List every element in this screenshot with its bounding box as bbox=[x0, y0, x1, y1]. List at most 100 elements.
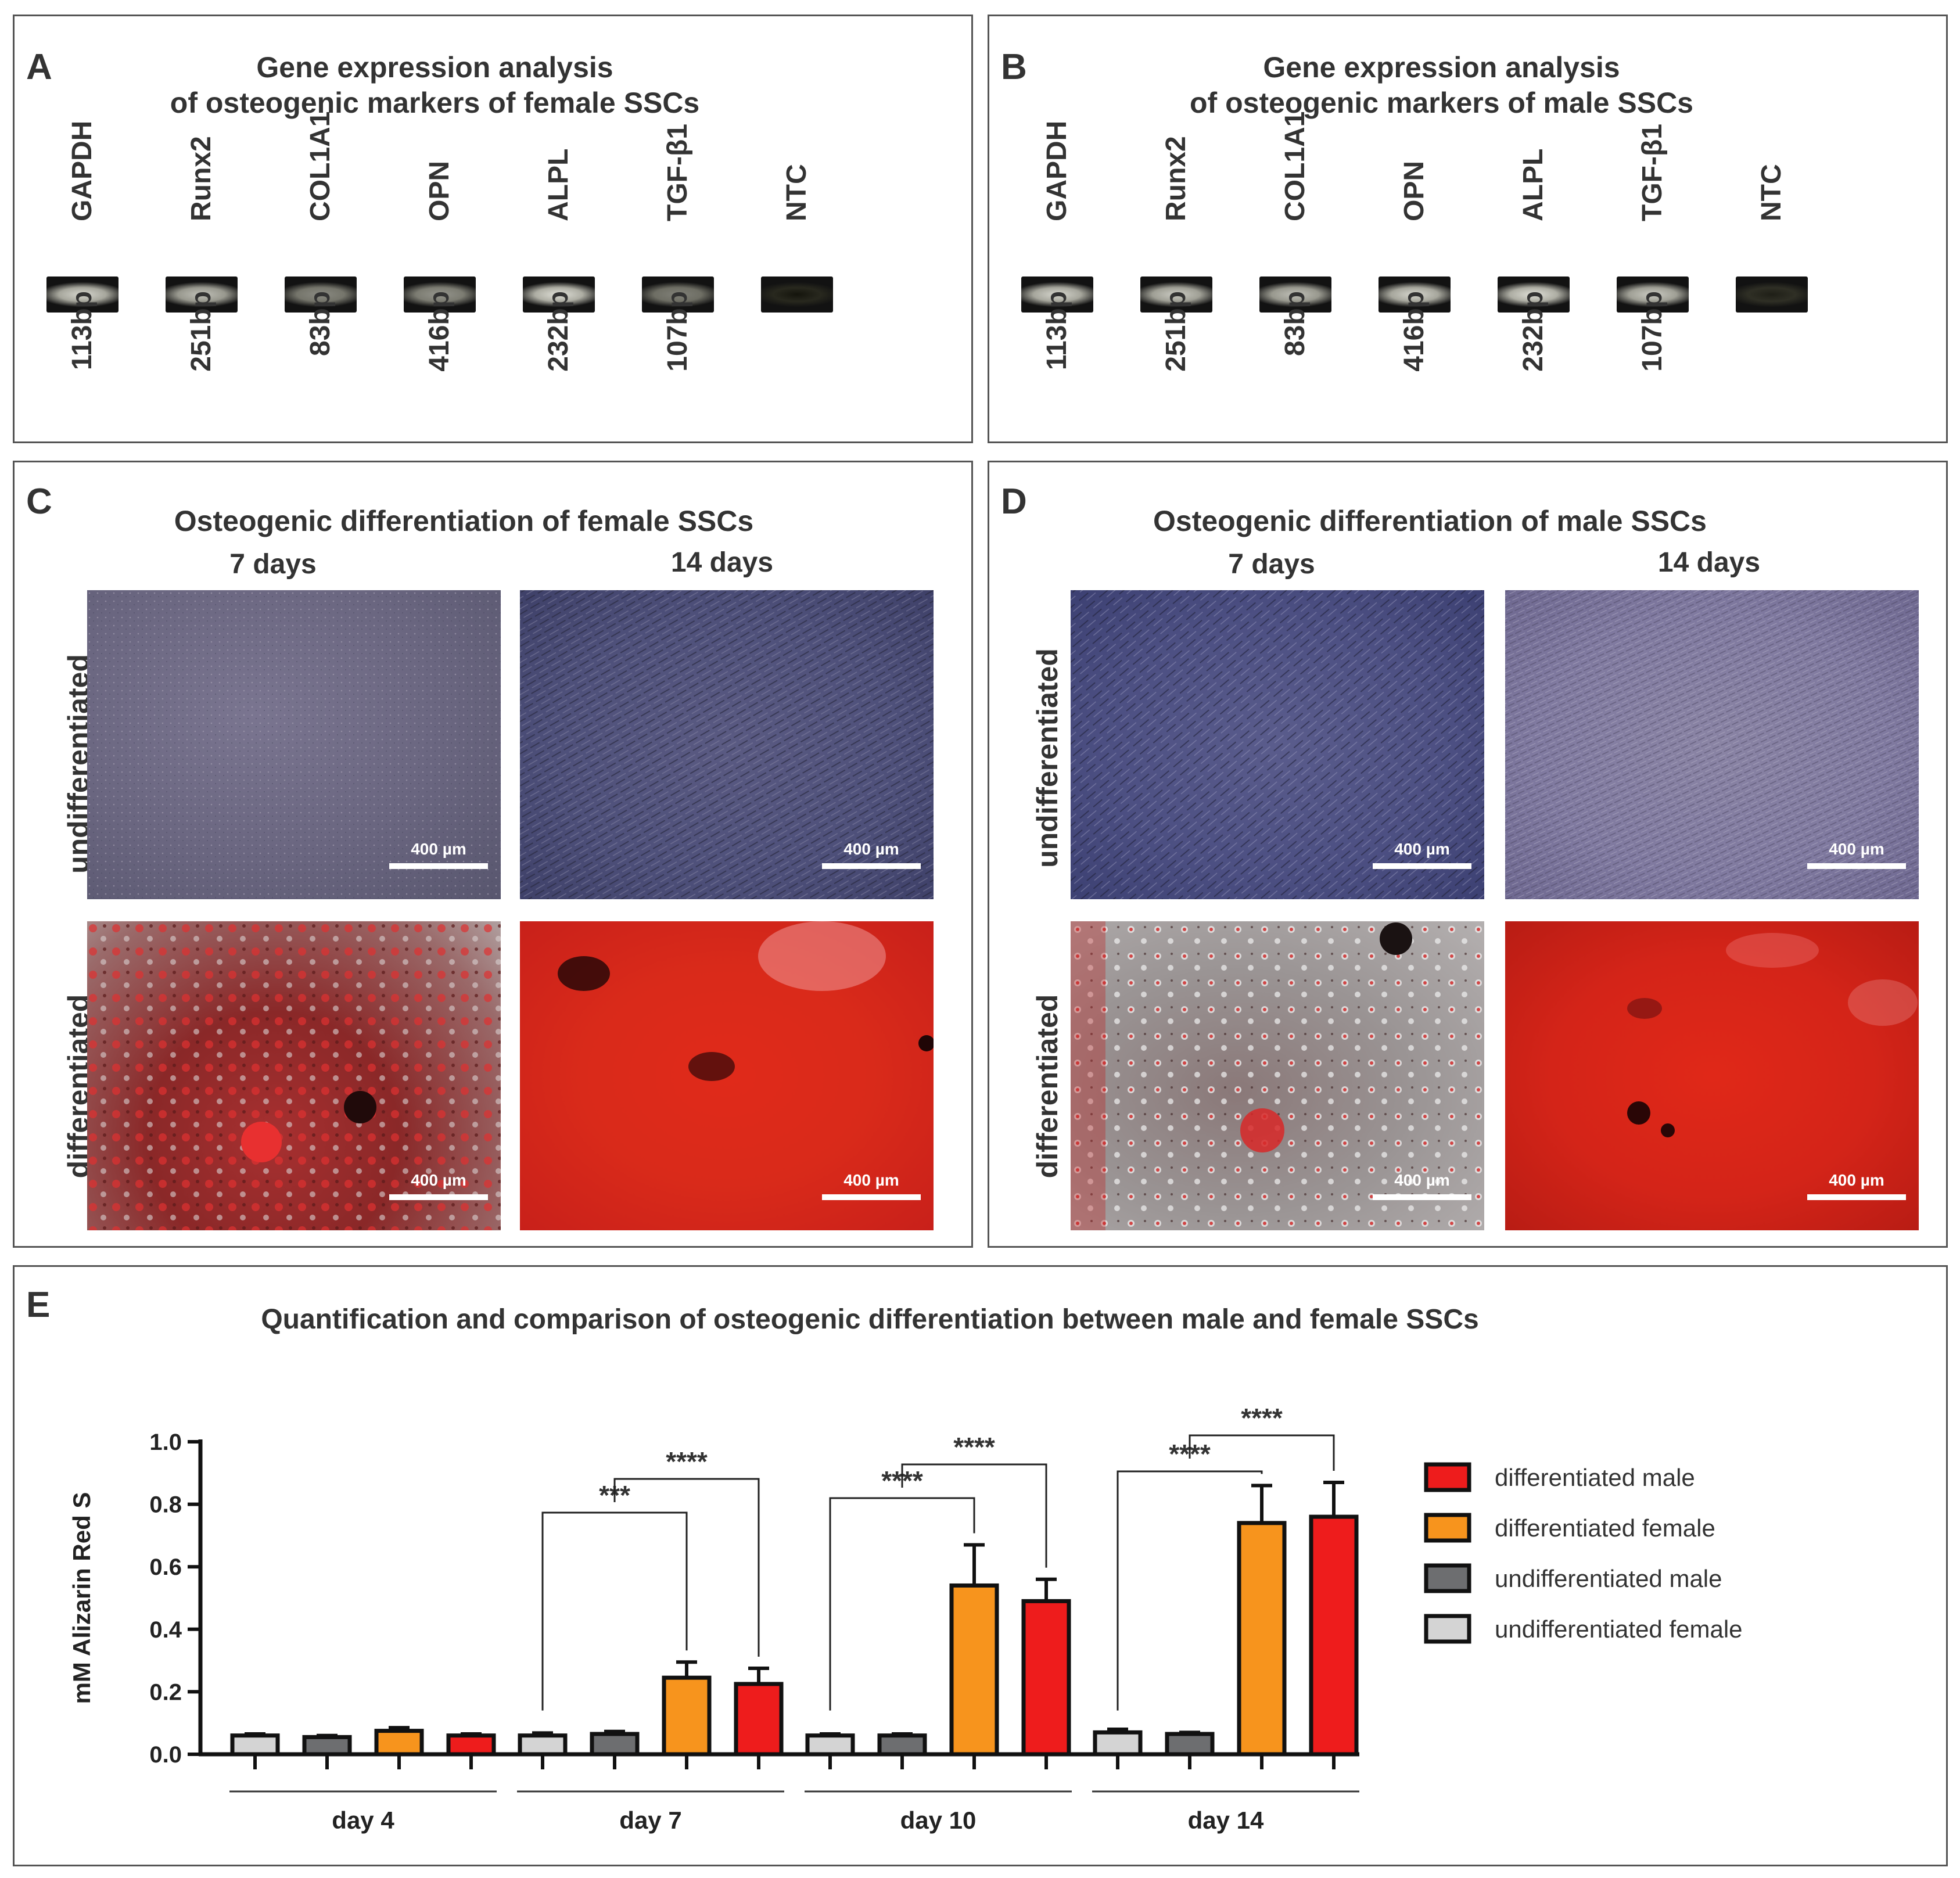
scale-bar bbox=[1807, 1194, 1906, 1200]
gel-size-label: 107bp bbox=[1637, 291, 1668, 372]
gel-gene-label: OPN bbox=[424, 160, 455, 221]
legend-swatch bbox=[1424, 1513, 1471, 1543]
panel-c-col1: 7 days bbox=[229, 549, 317, 580]
gel-band bbox=[46, 277, 119, 313]
panel-e: E Quantification and comparison of osteo… bbox=[13, 1265, 1948, 1866]
gel-size-label: 251bp bbox=[1161, 291, 1191, 372]
gel-band bbox=[1021, 277, 1093, 313]
panel-b-title-line1: Gene expression analysis bbox=[1263, 51, 1620, 84]
bar bbox=[1309, 1514, 1359, 1757]
x-category-label: day 7 bbox=[619, 1807, 681, 1834]
micrograph-female-undiff-14d: 400 µm bbox=[520, 590, 934, 899]
significance-bracket bbox=[829, 1497, 975, 1711]
gel-size-label: 113bp bbox=[1042, 291, 1072, 371]
bar bbox=[518, 1733, 568, 1757]
scale-label: 400 µm bbox=[411, 1171, 466, 1189]
micrograph-female-undiff-7d: 400 µm bbox=[87, 590, 501, 899]
gel-band bbox=[1617, 277, 1689, 313]
gel-gene-label: TGF-β1 bbox=[662, 124, 693, 221]
bar bbox=[590, 1732, 640, 1757]
panel-a-letter: A bbox=[26, 47, 52, 87]
legend-label: undifferentiated female bbox=[1495, 1615, 1743, 1643]
gel-band bbox=[166, 277, 238, 313]
panel-d-col2: 14 days bbox=[1657, 547, 1761, 578]
panel-e-title: Quantification and comparison of osteoge… bbox=[261, 1304, 1479, 1335]
micrograph-male-diff-14d: 400 µm bbox=[1505, 921, 1919, 1230]
panel-a: A Gene expression analysis of osteogenic… bbox=[13, 15, 973, 443]
bar bbox=[877, 1733, 927, 1757]
x-category-label: day 14 bbox=[1188, 1807, 1264, 1834]
gel-gene-label: COL1A1 bbox=[1280, 111, 1311, 221]
panel-b-letter: B bbox=[1001, 47, 1027, 87]
panel-c-title: Osteogenic differentiation of female SSC… bbox=[174, 505, 754, 537]
y-tick-label: 0.4 bbox=[149, 1617, 182, 1643]
scale-label: 400 µm bbox=[843, 840, 899, 858]
legend-swatch bbox=[1424, 1614, 1471, 1644]
gel-size-label: 416bp bbox=[1399, 291, 1430, 372]
gel-gene-label: ALPL bbox=[1518, 148, 1549, 221]
significance-label: **** bbox=[1241, 1403, 1283, 1433]
panel-d: D Osteogenic differentiation of male SSC… bbox=[988, 461, 1948, 1248]
gel-gene-label: COL1A1 bbox=[305, 111, 336, 221]
legend-swatch bbox=[1424, 1462, 1471, 1492]
gel-size-label: 232bp bbox=[1518, 291, 1549, 372]
gel-size-label: 416bp bbox=[424, 291, 455, 372]
gel-gene-label: ALPL bbox=[543, 148, 574, 221]
significance-bracket bbox=[541, 1511, 688, 1711]
gel-size-label: 107bp bbox=[662, 291, 693, 372]
panel-c: C Osteogenic differentiation of female S… bbox=[13, 461, 973, 1248]
panel-d-row2: differentiated bbox=[1031, 994, 1064, 1179]
bar bbox=[1165, 1732, 1215, 1757]
gel-gene-label: GAPDH bbox=[1042, 120, 1072, 221]
bar bbox=[1021, 1599, 1071, 1757]
bar-chart: 0.0 0.2 0.4 0.6 0.8 1.0 mM Alizarin Red S day 4… bbox=[68, 1403, 1743, 1834]
gel-band bbox=[404, 277, 476, 313]
panel-a-title-line1: Gene expression analysis bbox=[256, 51, 613, 84]
scale-label: 400 µm bbox=[1829, 1171, 1884, 1189]
gel-band bbox=[642, 277, 714, 313]
gel-band bbox=[1259, 277, 1331, 313]
scale-bar bbox=[822, 1194, 921, 1200]
gel-band bbox=[1736, 277, 1808, 313]
bar bbox=[302, 1735, 352, 1757]
gel-gene-label: GAPDH bbox=[67, 120, 98, 221]
micrograph-female-diff-7d: 400 µm bbox=[87, 921, 501, 1230]
bar bbox=[1237, 1521, 1287, 1757]
scale-bar bbox=[1373, 1194, 1471, 1200]
gel-gene-label: NTC bbox=[1756, 164, 1787, 221]
gel-band bbox=[523, 277, 595, 313]
panel-d-col1: 7 days bbox=[1228, 549, 1315, 580]
gel-size-label: 83bp bbox=[305, 291, 336, 357]
y-tick-label: 0.2 bbox=[149, 1679, 182, 1705]
legend-label: undifferentiated male bbox=[1495, 1565, 1722, 1592]
gel-gene-label: TGF-β1 bbox=[1637, 124, 1668, 221]
micrograph-female-diff-14d: 400 µm bbox=[520, 921, 934, 1230]
gel-size-label: 83bp bbox=[1280, 291, 1311, 357]
significance-bracket bbox=[1117, 1470, 1263, 1711]
scale-bar bbox=[389, 863, 488, 869]
x-category-label: day 4 bbox=[332, 1807, 394, 1834]
bar bbox=[1093, 1730, 1143, 1757]
micrograph-male-undiff-7d: 400 µm bbox=[1071, 590, 1484, 899]
significance-label: **** bbox=[953, 1432, 995, 1462]
bar bbox=[949, 1583, 999, 1757]
scale-label: 400 µm bbox=[843, 1171, 899, 1189]
panel-b: B Gene expression analysis of osteogenic… bbox=[988, 15, 1948, 443]
gel-size-label: 113bp bbox=[67, 291, 98, 371]
gel-band bbox=[1379, 277, 1451, 313]
legend-label: differentiated male bbox=[1495, 1464, 1695, 1491]
panel-c-letter: C bbox=[26, 482, 52, 522]
micrograph-male-diff-7d: 400 µm bbox=[1071, 921, 1484, 1230]
scale-label: 400 µm bbox=[1394, 840, 1450, 858]
y-axis-label: mM Alizarin Red S bbox=[68, 1492, 95, 1704]
panel-d-letter: D bbox=[1001, 482, 1027, 522]
scale-bar bbox=[1373, 863, 1471, 869]
scale-bar bbox=[1807, 863, 1906, 869]
panel-d-row1: undifferentiated bbox=[1031, 648, 1064, 868]
legend-label: differentiated female bbox=[1495, 1514, 1715, 1542]
panel-e-letter: E bbox=[26, 1285, 51, 1325]
scale-label: 400 µm bbox=[1829, 840, 1884, 858]
gel-gene-label: Runx2 bbox=[186, 136, 217, 221]
gel-gene-label: Runx2 bbox=[1161, 136, 1191, 221]
panel-a-title-line2: of osteogenic markers of female SSCs bbox=[170, 87, 700, 119]
